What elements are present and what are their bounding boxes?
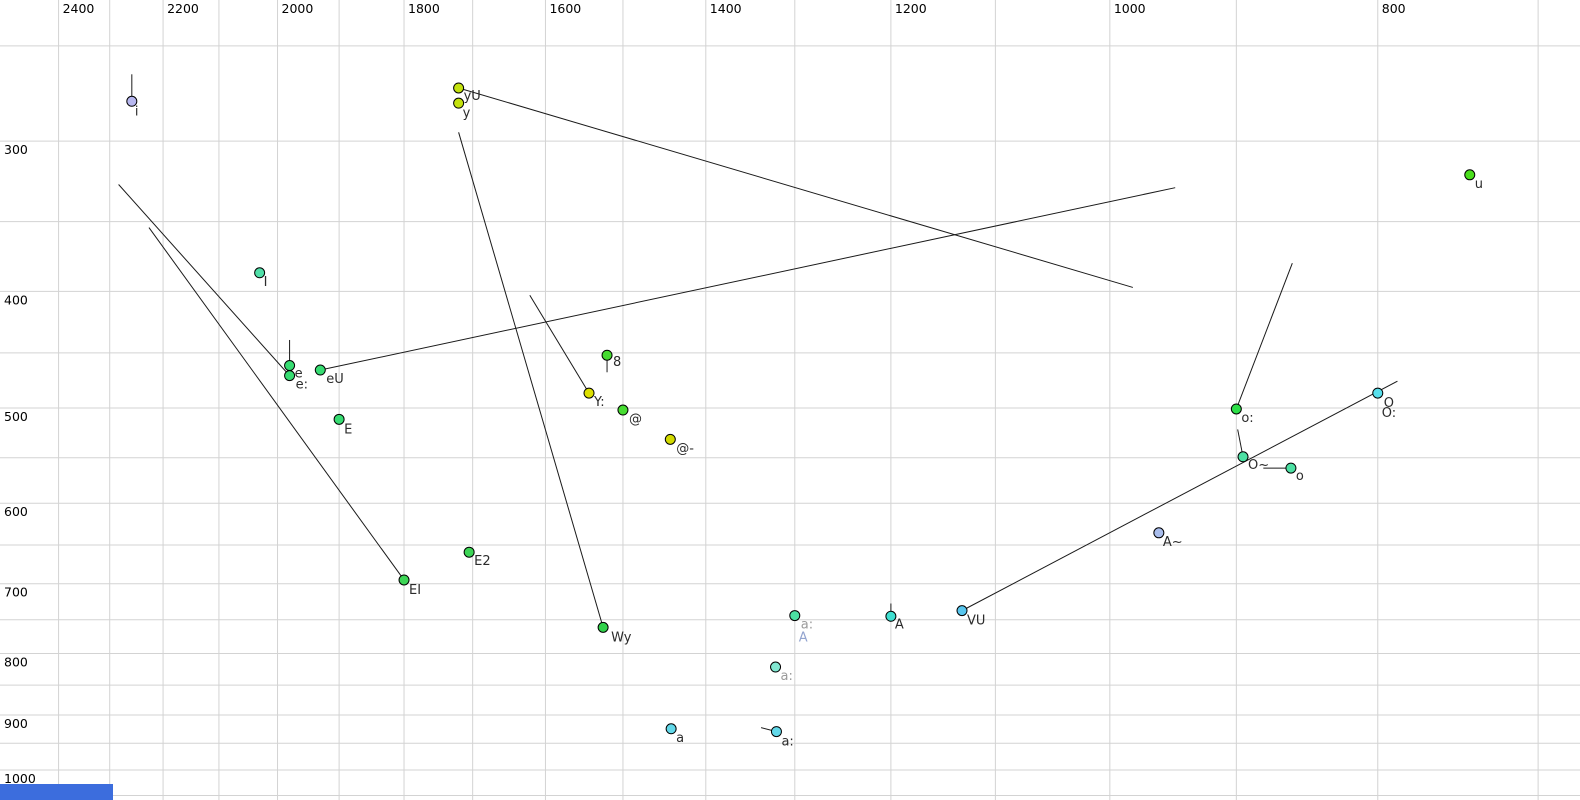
vowel-label-a: a [676,731,684,746]
vowel-point-i[interactable] [126,95,138,107]
vowel-point-o-long[interactable] [1230,403,1242,415]
trajectory-line-o-long [1235,263,1293,410]
y-tick-label: 900 [4,716,28,731]
vowel-label-A-nasal: A~ [1163,535,1183,550]
vowel-point-a-long[interactable] [770,726,782,738]
vowel-point-schwa[interactable] [617,404,629,416]
vowel-point-a-long-faded-2[interactable] [770,661,782,673]
vowel-label-a-long: a: [781,735,793,750]
x-tick-label: 1800 [408,1,440,16]
vowel-point-yU[interactable] [453,82,465,94]
trajectory-line-yU [458,87,1133,288]
x-tick-label: 1600 [549,1,581,16]
vowel-label-yU: yU [464,89,481,104]
vowel-point-O[interactable] [1372,387,1384,399]
trajectory-line-VU [961,380,1398,612]
vowel-label-8: 8 [613,355,621,370]
trajectory-line-EI [148,227,405,581]
vowel-label-A: A [895,617,904,632]
vowel-point-E2[interactable] [463,546,475,558]
x-tick-label: 1400 [710,1,742,16]
vowel-point-Y-long[interactable] [583,387,595,399]
trajectory-line-Wy [458,132,604,628]
vowel-label-Y-long: Y: [593,395,605,410]
vowel-point-y[interactable] [453,97,465,109]
y-tick-label: 1000 [4,771,36,786]
y-tick-label: 700 [4,585,28,600]
x-tick-label: 800 [1382,1,1406,16]
x-tick-label: 2200 [167,1,199,16]
vowel-label-E2: E2 [474,554,491,569]
vowel-label-a-long-faded: A [799,631,808,646]
vowel-point-o[interactable] [1285,462,1297,474]
vowel-label-a-long-faded: a: [801,618,813,633]
vowel-point-schwa-hyphen[interactable] [664,433,676,445]
vowel-label-schwa: @ [629,412,642,427]
vowel-label-o: o [1296,469,1304,484]
vowel-point-Wy[interactable] [597,621,609,633]
x-tick-label: 1200 [895,1,927,16]
y-tick-label: 500 [4,409,28,424]
vowel-label-O: O: [1382,406,1396,421]
vowel-label-eU: eU [326,372,344,387]
vowel-label-i: i [135,104,139,119]
vowel-label-O-nasal: O~ [1248,458,1269,473]
vowel-point-8[interactable] [601,349,613,361]
trajectory-line-eU [320,187,1176,371]
vowel-label-O: O [1384,396,1394,411]
vowel-label-u: u [1475,177,1483,192]
y-tick-label: 600 [4,504,28,519]
bottom-left-blue-bar[interactable] [0,784,113,800]
vowel-point-O-nasal[interactable] [1237,451,1249,463]
vowel-point-e-long[interactable] [284,370,296,382]
vowel-label-e: e [295,367,303,382]
trajectory-line-e-long [118,184,290,376]
y-tick-label: 300 [4,142,28,157]
vowel-label-Wy: Wy [611,630,632,645]
vowel-point-a-long-faded[interactable] [789,610,801,622]
x-tick-label: 2400 [63,1,95,16]
vowel-label-VU: VU [967,614,985,629]
vowel-point-A[interactable] [885,610,897,622]
x-tick-label: 1000 [1114,1,1146,16]
vowel-point-EI[interactable] [398,574,410,586]
vowel-point-u[interactable] [1464,169,1476,181]
y-tick-label: 400 [4,292,28,307]
vowel-label-I: I [264,275,268,290]
vowel-point-VU[interactable] [956,605,968,617]
vowel-label-y: y [463,106,471,121]
vowel-point-I[interactable] [254,267,266,279]
vowel-label-a-long-faded-2: a: [781,669,793,684]
x-tick-label: 2000 [282,1,314,16]
vowel-label-E: E [344,422,352,437]
vowel-label-e-long: e: [296,378,308,393]
vowel-label-schwa-hyphen: @- [676,441,694,456]
vowel-point-a[interactable] [665,723,677,735]
y-tick-label: 800 [4,654,28,669]
vowel-point-eU[interactable] [314,364,326,376]
vowel-label-o-long: o: [1241,411,1253,426]
vowel-label-EI: EI [409,583,421,598]
vowel-point-E[interactable] [333,413,345,425]
trajectory-line-Y-long [529,295,590,394]
vowel-point-e[interactable] [284,360,296,372]
vowel-point-A-nasal[interactable] [1153,527,1165,539]
